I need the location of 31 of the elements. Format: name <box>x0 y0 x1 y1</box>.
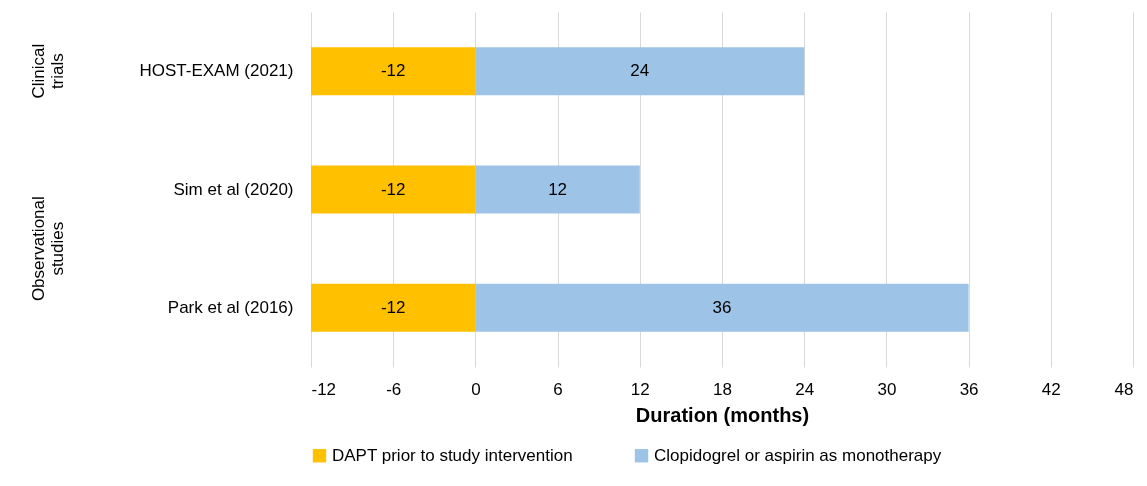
bar <box>475 47 805 96</box>
x-tick-label: 6 <box>553 379 563 399</box>
x-tick-label: -12 <box>311 379 337 399</box>
data-label: 36 <box>712 297 732 317</box>
x-tick-label: 18 <box>713 379 732 399</box>
data-label: -12 <box>380 179 406 199</box>
y-tick-label: HOST-EXAM (2021) <box>139 61 294 81</box>
x-tick-label: 42 <box>1041 379 1061 399</box>
y-tick-label: Park et al (2016) <box>167 297 294 317</box>
x-tick-label: -6 <box>386 379 402 399</box>
x-tick-label: 0 <box>471 379 481 399</box>
data-label: -12 <box>380 61 406 81</box>
x-tick-label: 12 <box>630 379 650 399</box>
bar <box>311 47 476 96</box>
text: Clinical trials <box>29 43 67 99</box>
bar <box>311 283 476 332</box>
bar <box>475 283 969 332</box>
text: Observational studies <box>29 196 67 302</box>
y-tick-label: Sim et al (2020) <box>173 179 294 199</box>
data-label: -12 <box>380 297 406 317</box>
data-label: 24 <box>630 61 650 81</box>
data-label: 12 <box>548 179 568 199</box>
x-tick-label: 30 <box>877 379 897 399</box>
bar <box>475 165 640 214</box>
legend-label: Clopidogrel or aspirin as monotherapy <box>654 445 942 465</box>
x-tick-label: 24 <box>795 379 815 399</box>
x-tick-label: 36 <box>959 379 979 399</box>
x-axis-title: Duration (months) <box>635 403 810 426</box>
x-tick-label: 48 <box>1114 379 1134 399</box>
legend-label: DAPT prior to study intervention <box>332 445 573 465</box>
bar <box>311 165 476 214</box>
